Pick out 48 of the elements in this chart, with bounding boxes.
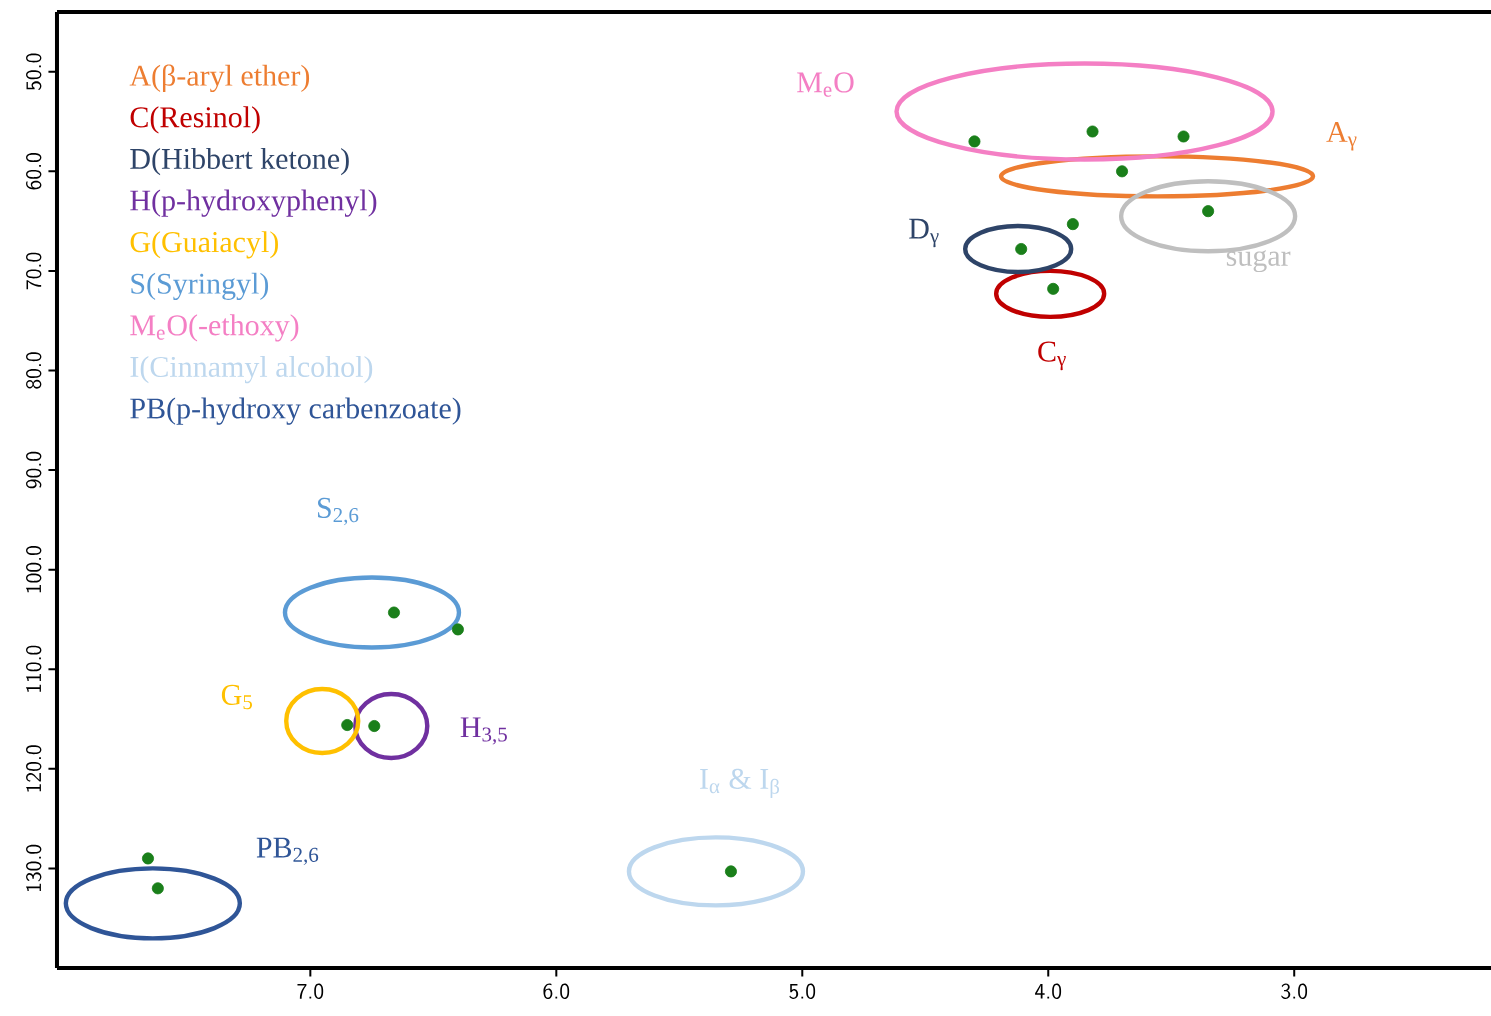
x-tick-label: 4.0 [1035,983,1062,999]
annotation: I(Cinnamyl alcohol) [130,355,373,384]
point [1177,130,1190,143]
point [387,606,400,619]
annotation: S(Syringyl) [131,272,269,300]
point [1086,125,1099,138]
y-tick-label: 70.0 [26,252,42,290]
point [141,852,154,865]
point [1116,165,1129,178]
y-tick-label: 100.0 [26,546,42,593]
annotation: I$_{α}$ & I$_{β}$ [700,768,780,799]
annotation: PB$_{2,6}$ [256,837,319,865]
x-tick-label: 6.0 [543,983,570,999]
annotation: S$_{2,6}$ [318,497,359,526]
point [341,719,354,732]
annotation: C$_{γ}$ [1038,341,1066,371]
point [451,623,464,636]
point [368,720,381,733]
y-tick-label: 120.0 [26,745,42,792]
x-tick-label: 7.0 [297,983,324,999]
point [1066,218,1079,231]
annotation: A(β-aryl ether) [129,64,310,92]
annotation: M$_{e}$O [797,72,854,97]
x-tick-label: 5.0 [789,983,816,999]
point [1047,282,1060,295]
x-tick-label: 3.0 [1281,983,1308,999]
annotation: sugar [1226,250,1291,273]
point [1015,243,1028,256]
point [968,135,981,148]
annotation: G(Guaiacyl) [130,231,278,259]
annotation: C(Resinol) [130,106,260,134]
point [151,882,164,895]
annotation: D$_{γ}$ [909,218,939,248]
y-tick-label: 50.0 [26,53,42,91]
annotation: H$_{3,5}$ [460,717,507,745]
y-tick-label: 110.0 [26,645,42,692]
annotation: H(p-hydroxyphenyl) [130,189,377,217]
annotation: G$_{5}$ [221,684,252,710]
y-tick-label: 130.0 [26,844,42,892]
annotation: A$_{γ}$ [1326,122,1357,151]
annotation: PB(p-hydroxy carbenzoate) [130,397,461,425]
annotation: M$_{e}$O(-ethoxy) [130,314,299,342]
y-tick-label: 90.0 [26,451,42,489]
y-tick-label: 80.0 [26,352,42,389]
y-tick-label: 60.0 [26,153,42,190]
annotation: D(Hibbert ketone) [130,147,349,176]
point [724,865,737,878]
point [1202,205,1215,218]
